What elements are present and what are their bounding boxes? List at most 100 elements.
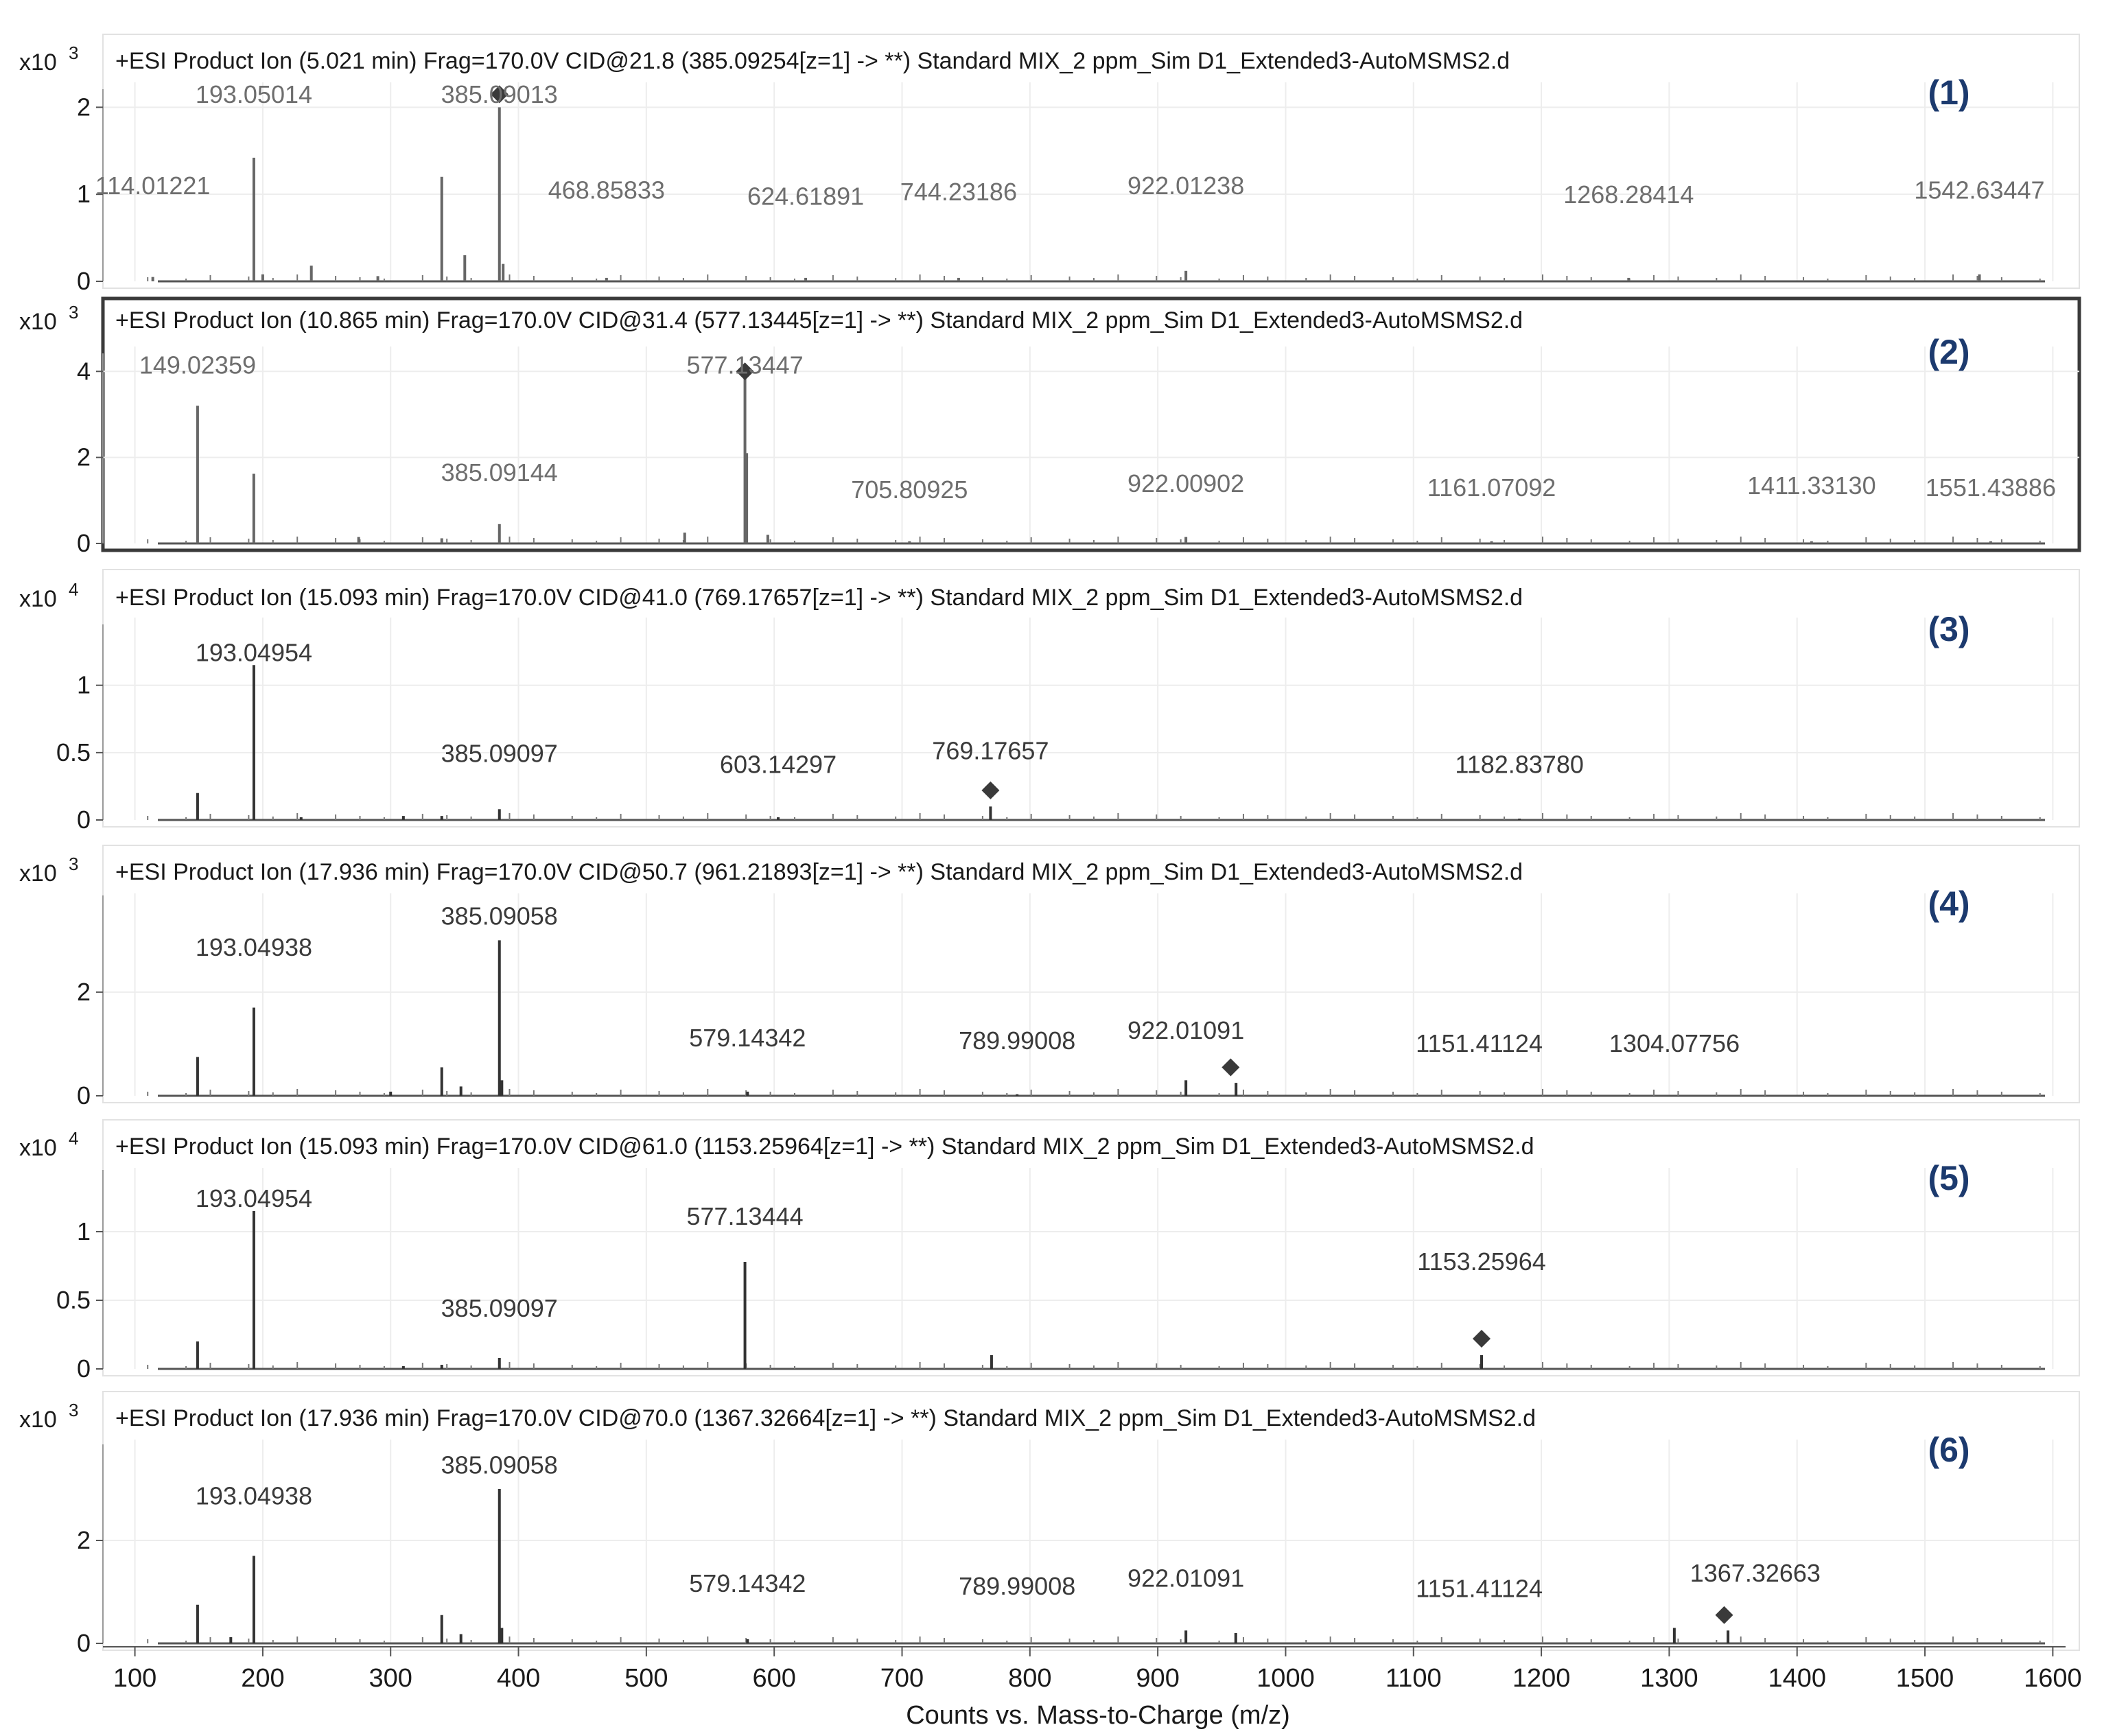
peak-label: 385.09013: [441, 80, 558, 108]
y-tick-label: 0: [77, 1354, 91, 1383]
peak-label: 149.02359: [139, 351, 256, 379]
peak-label: 468.85833: [548, 176, 665, 204]
y-scale-label: x10: [19, 586, 57, 612]
peak-label: 577.13447: [686, 351, 803, 379]
peak-label: 193.04954: [196, 638, 312, 666]
spectrum-panel-3: 0 0.5 1 x10 4 +ESI Product Ion (15.093 min) F…: [19, 569, 2080, 834]
y-scale-exponent: 3: [69, 302, 78, 322]
y-tick-label: 2: [77, 978, 91, 1006]
x-tick-label: 800: [1008, 1664, 1051, 1693]
y-tick-label: 1: [77, 671, 91, 699]
peak-label: 193.05014: [196, 80, 312, 108]
x-tick-label: 1500: [1896, 1664, 1954, 1693]
peak-label: 603.14297: [720, 750, 837, 778]
panel-id: (5): [1928, 1159, 1969, 1197]
precursor-marker: [1222, 1058, 1240, 1077]
peak-label: 385.09058: [441, 1451, 558, 1479]
x-tick-label: 300: [369, 1664, 412, 1693]
x-tick-label: 700: [880, 1664, 924, 1693]
x-tick-label: 1600: [2024, 1664, 2082, 1693]
panel-title: +ESI Product Ion (17.936 min) Frag=170.0…: [115, 859, 1523, 885]
spectrum-panel-6: 0 2 x10 3 +ESI Product Ion (17.936 min) Frag…: [19, 1391, 2080, 1657]
peak-label: 789.99008: [959, 1572, 1075, 1600]
peak-label: 922.01091: [1127, 1564, 1244, 1593]
x-tick-label: 500: [624, 1664, 668, 1693]
x-tick-label: 400: [497, 1664, 540, 1693]
precursor-marker: [1473, 1330, 1491, 1348]
peak-label: 193.04938: [196, 933, 312, 961]
x-axis: 100 200 300 400 500 600 700 800 900 1000 1100 1200 1…: [103, 1646, 2082, 1693]
x-tick-label: 600: [752, 1664, 795, 1693]
y-tick-label: 4: [77, 357, 91, 385]
x-tick-label: 1200: [1512, 1664, 1571, 1693]
y-scale-exponent: 3: [69, 1400, 78, 1420]
y-scale-exponent: 4: [69, 1128, 78, 1149]
y-tick-label: 2: [77, 1526, 91, 1554]
precursor-marker: [736, 362, 754, 381]
spectrum-panels: 0 1 2 x10 3 +ESI Product Ion (5.021 min) Frag…: [19, 34, 2081, 1657]
peak-label: 744.23186: [900, 178, 1017, 206]
peak-label: 385.09058: [441, 902, 558, 930]
panel-id: (4): [1928, 884, 1969, 923]
peak-label: 385.09097: [441, 1294, 558, 1322]
y-scale-exponent: 4: [69, 579, 78, 600]
peak-label: 193.04954: [196, 1184, 312, 1212]
peak-label: 1151.41124: [1416, 1575, 1543, 1603]
peak-label: 1151.41124: [1416, 1029, 1543, 1057]
y-scale-exponent: 3: [69, 43, 78, 63]
y-tick-label: 2: [77, 443, 91, 471]
peak-label: 922.01238: [1127, 172, 1244, 200]
peak-label: 1153.25964: [1417, 1247, 1546, 1276]
peak-label: 624.61891: [747, 182, 864, 210]
precursor-marker: [981, 781, 1000, 799]
y-scale-label: x10: [19, 1135, 57, 1161]
panel-id: (6): [1928, 1431, 1969, 1469]
panel-title: +ESI Product Ion (15.093 min) Frag=170.0…: [115, 585, 1523, 611]
peak-label: 1304.07756: [1609, 1029, 1740, 1057]
precursor-marker: [490, 85, 509, 104]
y-tick-label: 0: [77, 267, 91, 295]
y-scale-exponent: 3: [69, 854, 78, 874]
precursor-marker: [1715, 1606, 1733, 1624]
panel-title: +ESI Product Ion (5.021 min) Frag=170.0V…: [115, 48, 1510, 74]
x-tick-label: 100: [113, 1664, 156, 1693]
panel-id: (3): [1928, 610, 1969, 648]
x-tick-label: 1300: [1640, 1664, 1698, 1693]
y-scale-label: x10: [19, 309, 57, 335]
peak-label: 114.01221: [95, 172, 211, 200]
peak-label: 1551.43886: [1926, 473, 2056, 502]
peak-label: 769.17657: [932, 737, 1049, 765]
x-axis-label: Counts vs. Mass-to-Charge (m/z): [906, 1701, 1290, 1730]
y-tick-label: 0: [77, 1081, 91, 1110]
y-scale-label: x10: [19, 49, 57, 75]
peak-label: 789.99008: [959, 1027, 1075, 1055]
peak-label: 579.14342: [689, 1569, 806, 1597]
peak-label: 385.09144: [441, 458, 558, 486]
panel-id: (2): [1928, 333, 1969, 371]
peak-label: 1411.33130: [1747, 471, 1876, 500]
peak-label: 1182.83780: [1455, 750, 1584, 778]
y-tick-label: 0.5: [56, 1286, 91, 1314]
peak-label: 922.01091: [1127, 1016, 1244, 1044]
y-tick-label: 0.5: [56, 738, 91, 766]
peak-label: 1268.28414: [1563, 180, 1694, 209]
peak-label: 922.00902: [1127, 469, 1244, 497]
spectrum-panel-2: 0 2 4 x10 3 +ESI Product Ion (10.865 min) Fra…: [19, 296, 2081, 557]
spectrum-panel-5: 0 0.5 1 x10 4 +ESI Product Ion (15.093 min) F…: [19, 1119, 2080, 1383]
peak-label: 577.13444: [686, 1202, 803, 1230]
panel-title: +ESI Product Ion (10.865 min) Frag=170.0…: [115, 307, 1523, 333]
y-scale-label: x10: [19, 1407, 57, 1433]
x-tick-label: 1100: [1386, 1664, 1442, 1693]
x-tick-label: 900: [1136, 1664, 1179, 1693]
x-tick-label: 200: [241, 1664, 284, 1693]
peak-label: 1367.32663: [1690, 1559, 1821, 1587]
y-tick-label: 0: [77, 529, 91, 557]
peak-label: 705.80925: [851, 476, 968, 504]
y-tick-label: 0: [77, 806, 91, 834]
y-tick-label: 1: [77, 1217, 91, 1245]
panel-title: +ESI Product Ion (15.093 min) Frag=170.0…: [115, 1134, 1534, 1160]
panel-title: +ESI Product Ion (17.936 min) Frag=170.0…: [115, 1405, 1536, 1431]
y-tick-label: 1: [77, 180, 91, 208]
panel-id: (1): [1928, 73, 1969, 112]
